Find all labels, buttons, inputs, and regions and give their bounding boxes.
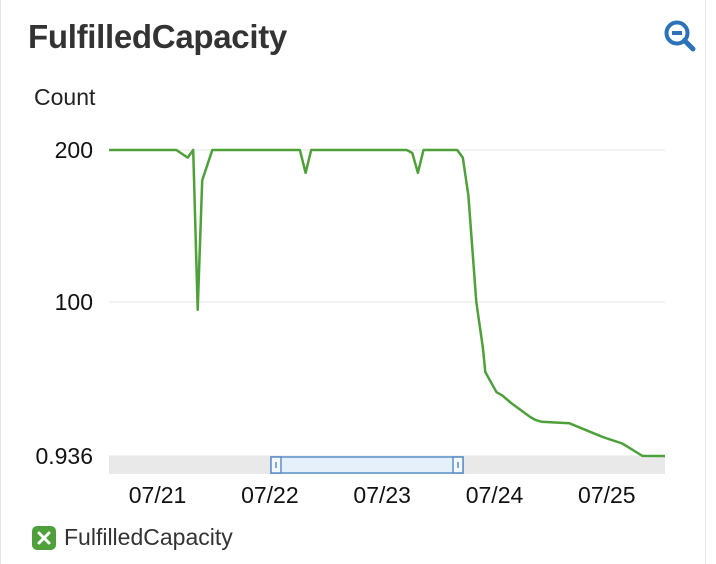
checkbox-x-icon[interactable] (32, 525, 56, 550)
legend-label: FulfilledCapacity (64, 524, 233, 550)
chart-title: FulfilledCapacity (28, 18, 287, 55)
series-line (109, 148, 666, 458)
y-axis-label: Count (34, 84, 96, 110)
y-tick-label: 0.936 (35, 443, 93, 469)
zoom-out-icon[interactable] (663, 19, 697, 53)
y-tick-label: 200 (55, 137, 93, 163)
x-tick-label: 07/23 (353, 482, 411, 508)
x-tick-label: 07/22 (241, 482, 299, 508)
line-chart: 200 100 0.936 07/21 07/22 07/23 07/24 07/25 (35, 137, 666, 508)
navigator-window (270, 456, 464, 474)
legend[interactable]: FulfilledCapacity (32, 524, 233, 551)
y-tick-label: 100 (55, 289, 93, 315)
x-tick-label: 07/24 (466, 482, 524, 508)
x-tick-label: 07/25 (578, 482, 636, 508)
x-tick-label: 07/21 (129, 482, 187, 508)
